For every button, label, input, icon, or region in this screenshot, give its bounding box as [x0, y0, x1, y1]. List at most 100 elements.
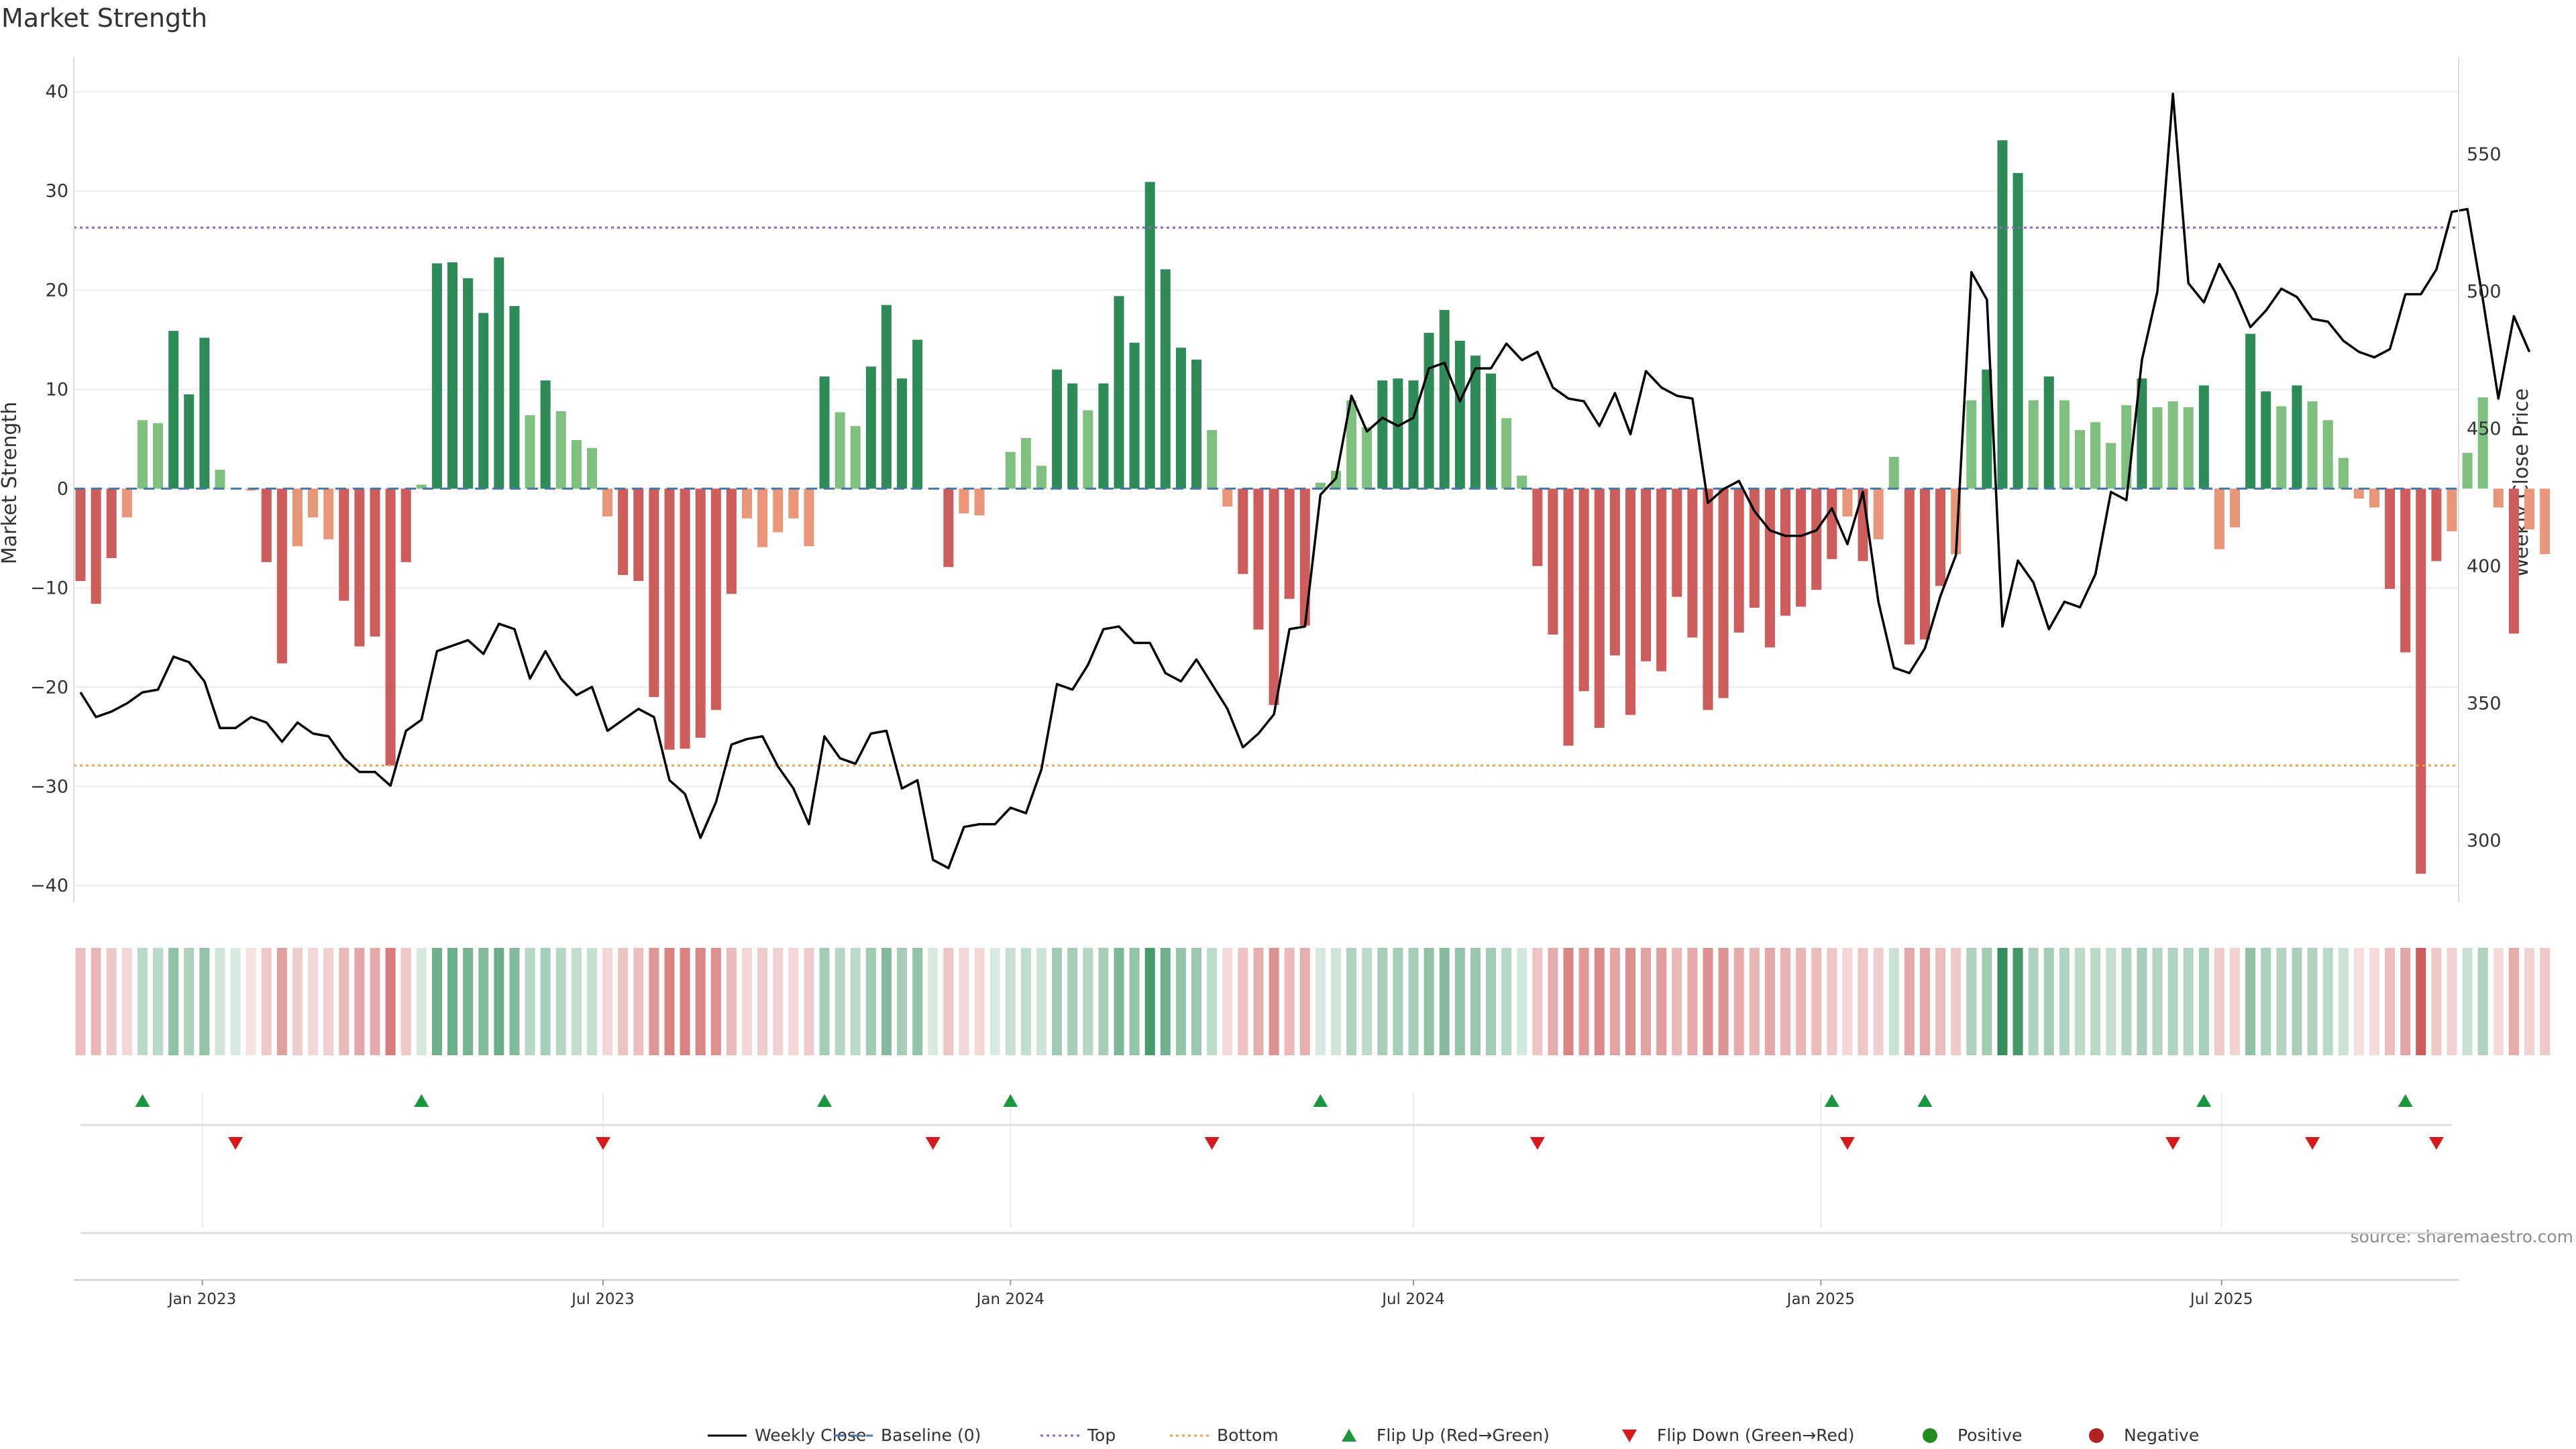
strength-bar	[881, 305, 892, 489]
heat-cell	[2353, 948, 2364, 1055]
strength-bar	[431, 263, 442, 489]
strength-bar	[1238, 488, 1248, 574]
strength-bar	[586, 447, 597, 489]
heat-cell	[230, 948, 241, 1055]
strength-bar	[2183, 407, 2194, 489]
heat-cell	[1966, 948, 1977, 1055]
heat-cell	[571, 948, 582, 1055]
strength-bar	[897, 378, 908, 489]
strength-bar	[385, 488, 396, 766]
heat-cell	[2447, 948, 2457, 1055]
strength-bar	[2137, 378, 2147, 489]
strength-bar	[2276, 406, 2287, 489]
heat-cell	[1083, 948, 1093, 1055]
heat-cell	[1470, 948, 1481, 1055]
heat-cell	[2152, 948, 2163, 1055]
strength-bar	[121, 488, 132, 518]
heat-cell	[2059, 948, 2070, 1055]
strength-bar	[370, 488, 380, 637]
legend-item: Flip Down (Green→Red)	[1622, 1426, 1855, 1445]
heat-cell	[1222, 948, 1233, 1055]
heat-cell	[2493, 948, 2504, 1055]
heat-cell	[1299, 948, 1310, 1055]
heat-cell	[1873, 948, 1884, 1055]
strength-bar	[1114, 296, 1124, 489]
x-tick-label: Jul 2023	[570, 1291, 635, 1308]
strength-bar	[137, 420, 148, 489]
strength-bar	[773, 488, 784, 533]
heat-cell	[137, 948, 148, 1055]
heat-cell	[1005, 948, 1016, 1055]
heat-cell	[2137, 948, 2147, 1055]
strength-bar	[1377, 380, 1388, 489]
heat-cell	[602, 948, 613, 1055]
strength-bar	[2028, 400, 2039, 489]
legend-item: Weekly Close	[708, 1426, 866, 1445]
heat-cell	[246, 948, 256, 1055]
heat-cell	[2183, 948, 2194, 1055]
flip-down-marker	[1529, 1137, 1545, 1150]
source-note: source: sharemaestro.com	[2351, 1227, 2574, 1246]
strength-bar	[1253, 488, 1264, 630]
heat-cell	[153, 948, 164, 1055]
strength-bar	[2012, 172, 2023, 489]
strength-bar	[2493, 488, 2504, 508]
strength-bar	[1160, 269, 1171, 489]
heat-cell	[835, 948, 845, 1055]
strength-bar	[75, 488, 86, 581]
strength-bar	[1005, 451, 1016, 489]
flip-up-marker	[2398, 1094, 2413, 1107]
heat-cell	[1749, 948, 1760, 1055]
heat-cell	[1191, 948, 1202, 1055]
flip-down-marker	[228, 1137, 244, 1150]
strength-bar	[974, 488, 985, 516]
strength-bar	[943, 488, 954, 568]
heat-cell	[1904, 948, 1915, 1055]
heat-cell	[91, 948, 101, 1055]
flip-up-marker	[1917, 1094, 1933, 1107]
strength-bar	[649, 488, 659, 698]
heat-cell	[1594, 948, 1605, 1055]
flip-down-marker	[2428, 1137, 2444, 1150]
strength-bar	[1703, 488, 1713, 710]
heat-cell	[2416, 948, 2426, 1055]
heat-cell	[2292, 948, 2302, 1055]
heat-cell	[354, 948, 365, 1055]
strength-bar	[1842, 488, 1853, 517]
heat-cell	[339, 948, 350, 1055]
strength-bar	[1997, 140, 2008, 489]
heat-cell	[2261, 948, 2271, 1055]
heat-cell	[1563, 948, 1574, 1055]
heat-cell	[2074, 948, 2085, 1055]
strength-bar	[199, 337, 210, 489]
heat-cell	[1207, 948, 1218, 1055]
weekly-close-line	[79, 92, 2531, 869]
heat-cell	[525, 948, 535, 1055]
y-tick-label-left: −20	[30, 677, 68, 698]
heat-cell	[881, 948, 892, 1055]
heat-cell	[1609, 948, 1620, 1055]
heat-cell	[2338, 948, 2349, 1055]
heat-cell	[292, 948, 303, 1055]
strength-bar	[1609, 488, 1620, 655]
heat-cell	[710, 948, 721, 1055]
strength-bar	[1641, 488, 1652, 661]
heat-cell	[2198, 948, 2209, 1055]
x-tick-label: Jan 2023	[167, 1291, 236, 1308]
y-tick-label-left: 10	[46, 379, 68, 400]
strength-bar	[447, 262, 458, 489]
heat-cell	[540, 948, 551, 1055]
strength-bar	[1269, 488, 1279, 705]
heat-cell	[618, 948, 629, 1055]
flip-up-marker	[817, 1094, 833, 1107]
strength-bar	[276, 488, 287, 663]
heat-cell	[400, 948, 411, 1055]
legend-item: Positive	[1923, 1426, 2022, 1445]
heat-cell	[1160, 948, 1171, 1055]
flip-up-marker	[135, 1094, 150, 1107]
axes: 40 30 20 10 0 −10 −20 −30 −40 550 500 450 400 350 300 J…	[30, 57, 2502, 1308]
strength-bar	[2369, 488, 2379, 508]
strength-bar	[478, 313, 489, 489]
heat-cell	[2385, 948, 2396, 1055]
flip-down-marker	[1204, 1137, 1220, 1150]
